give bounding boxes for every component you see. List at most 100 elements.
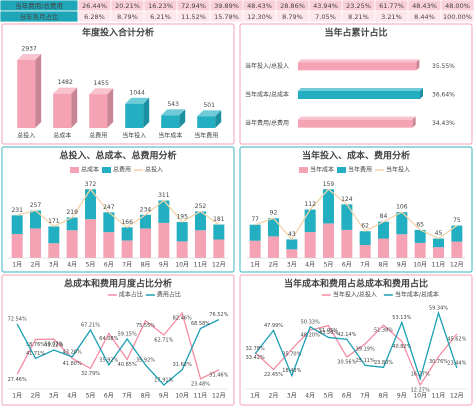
value-label: 30.76% xyxy=(429,359,448,365)
bar-top xyxy=(17,54,42,60)
value-label: 1482 xyxy=(58,79,73,86)
x-tick-label: 5月 xyxy=(324,262,334,269)
bar-side xyxy=(412,116,416,128)
bar xyxy=(451,225,463,242)
value-label: 75 xyxy=(453,217,461,224)
value-label: 219 xyxy=(66,209,78,216)
legend-swatch xyxy=(337,167,346,173)
bar-top-light xyxy=(197,110,222,117)
bar xyxy=(249,224,261,241)
table-text: 7.05% xyxy=(315,13,336,21)
value-label: 124 xyxy=(341,196,353,203)
value-label: 2937 xyxy=(22,46,37,53)
value-label: 18.43% xyxy=(282,368,301,374)
bar-side-shade xyxy=(412,116,416,128)
x-tick-label: 7月 xyxy=(122,262,132,269)
table-text: 8.79% xyxy=(282,13,303,21)
bar xyxy=(213,239,225,258)
table-text: 23.25% xyxy=(346,2,371,10)
bar-side xyxy=(215,110,222,128)
legend-label: 当年投入/总投入 xyxy=(333,291,377,299)
value-label: 41.80% xyxy=(63,361,82,367)
value-label: 23.44% xyxy=(447,360,466,366)
bar xyxy=(341,229,353,258)
x-tick-label: 5月 xyxy=(324,393,334,400)
value-label: 27.46% xyxy=(8,377,27,383)
panel xyxy=(239,146,473,273)
bar xyxy=(304,232,316,258)
bar-side xyxy=(420,88,423,99)
value-label: 42.14% xyxy=(337,332,356,338)
bar-top xyxy=(53,87,78,94)
value-label: 53.13% xyxy=(392,315,411,321)
legend-swatch xyxy=(299,167,308,173)
x-tick-label: 3月 xyxy=(287,262,297,269)
value-label: 41.71% xyxy=(26,351,45,357)
table-text: 11.52% xyxy=(181,13,206,21)
table-text: 100.00% xyxy=(443,13,472,21)
legend-label: 当年成本/总成本 xyxy=(395,291,439,299)
bar-top xyxy=(197,110,222,117)
bar xyxy=(30,210,41,229)
bar xyxy=(298,91,420,99)
x-tick-label: 7月 xyxy=(360,262,370,269)
bar xyxy=(213,224,225,240)
value-label: 12.27% xyxy=(411,388,430,394)
value-label: 72.54% xyxy=(8,317,27,323)
x-tick-label: 4月 xyxy=(67,262,77,269)
legend-swatch xyxy=(70,167,79,173)
table-cell xyxy=(440,10,474,23)
bar-top xyxy=(298,59,420,63)
bar xyxy=(11,233,23,258)
value-label: 40.85% xyxy=(118,362,137,368)
bar xyxy=(195,211,206,231)
value-label: 31.62% xyxy=(173,362,192,368)
value-label: 30.56% xyxy=(337,360,356,366)
table-text: 6.21% xyxy=(150,13,171,21)
chart-title: 当年占累计占比 xyxy=(324,27,387,39)
table-text: 61.77% xyxy=(379,2,404,10)
legend-label: 总成本 xyxy=(81,166,99,174)
value-label: 35.55% xyxy=(432,63,455,70)
x-tick-label: 5月 xyxy=(86,393,96,400)
legend-swatch xyxy=(102,167,111,173)
bar xyxy=(161,115,180,128)
table-text: 48.00% xyxy=(445,2,470,10)
table-text: 8.79% xyxy=(117,13,138,21)
value-label: 48.20% xyxy=(301,333,320,339)
bar-side-shade xyxy=(179,109,186,128)
x-tick-label: 10月 xyxy=(175,262,189,269)
x-tick-label: 1月 xyxy=(250,262,260,269)
chart-title: 总投入、总成本、总费用分析 xyxy=(59,150,176,162)
bar xyxy=(286,239,298,250)
bar xyxy=(158,222,170,258)
value-label: 50.33% xyxy=(301,319,320,325)
value-label: 68.58% xyxy=(191,321,210,327)
x-tick-label: 2月 xyxy=(31,262,41,269)
table-text: 3.21% xyxy=(381,13,402,21)
x-tick-label: 10月 xyxy=(413,393,427,400)
bar-top xyxy=(161,109,186,116)
line xyxy=(17,188,220,229)
value-label: 32.78% xyxy=(246,346,265,352)
value-label: 16.27% xyxy=(411,371,430,377)
x-tick-label: 12月 xyxy=(450,262,464,269)
table-text: 72.94% xyxy=(181,2,206,10)
bar xyxy=(85,219,96,258)
value-label: 231 xyxy=(11,207,23,214)
bar xyxy=(103,212,115,233)
value-label: 43 xyxy=(288,231,296,238)
legend-label: 成本占比 xyxy=(119,291,143,299)
value-label: 1455 xyxy=(94,80,109,87)
value-label: 67.21% xyxy=(81,323,100,329)
x-tick-label: 7月 xyxy=(360,393,370,400)
value-label: 59.34% xyxy=(429,306,448,312)
value-label: 77 xyxy=(251,216,259,223)
table-text: 8.21% xyxy=(348,13,369,21)
x-tick-label: 8月 xyxy=(379,262,389,269)
x-tick-label: 4月 xyxy=(305,262,315,269)
table-text: 48.43% xyxy=(247,2,272,10)
value-label: 35.70% xyxy=(282,352,301,358)
